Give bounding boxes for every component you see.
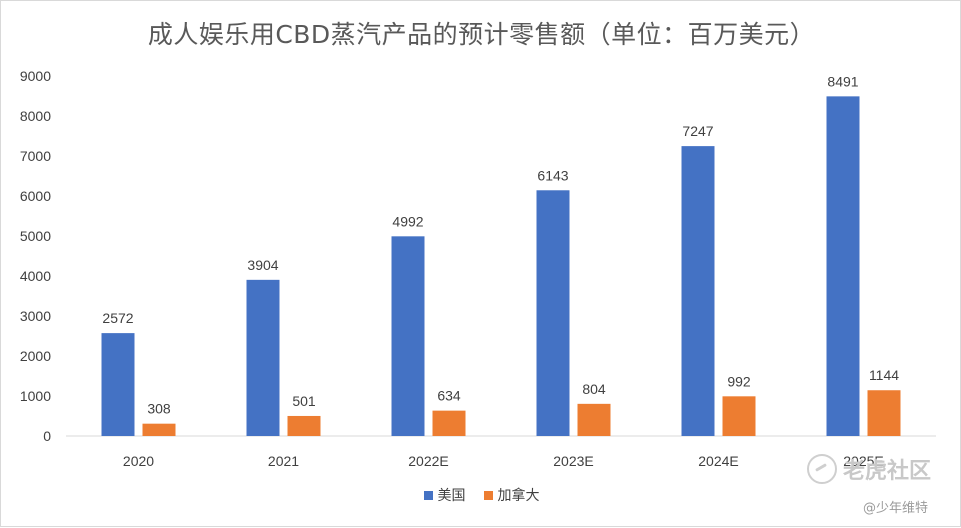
bar-us — [826, 96, 860, 437]
bar-canada — [432, 410, 466, 436]
data-label-us: 3904 — [247, 257, 278, 273]
legend-label-us: 美国 — [437, 488, 466, 504]
legend-label-canada: 加拿大 — [497, 488, 540, 504]
legend-swatch-canada — [483, 490, 493, 500]
data-label-canada: 1144 — [869, 367, 899, 383]
x-tick-label: 2022E — [408, 453, 448, 469]
bar-us — [681, 146, 715, 436]
y-tick-label: 7000 — [20, 148, 51, 164]
bar-canada — [867, 390, 901, 436]
y-tick-label: 8000 — [20, 108, 51, 124]
legend-item-us: 美国 — [423, 485, 466, 505]
bar-canada — [722, 396, 756, 436]
bar-canada — [287, 415, 321, 436]
x-tick-label: 2024E — [698, 453, 738, 469]
y-tick-label: 5000 — [20, 228, 51, 244]
data-label-canada: 804 — [582, 381, 606, 397]
x-tick-label: 2021 — [268, 453, 299, 469]
data-label-us: 6143 — [537, 167, 568, 183]
data-label-canada: 308 — [147, 401, 171, 417]
legend: 美国 加拿大 — [1, 485, 961, 505]
y-tick-label: 4000 — [20, 268, 51, 284]
data-label-canada: 501 — [292, 393, 316, 409]
bar-us — [391, 236, 425, 436]
data-label-us: 8491 — [827, 73, 858, 89]
watermark: 老虎社区 — [807, 453, 931, 485]
data-label-canada: 992 — [727, 373, 751, 389]
watermark-handle: @少年维特 — [863, 501, 929, 516]
data-label-us: 2572 — [102, 310, 133, 326]
y-tick-label: 3000 — [20, 308, 51, 324]
bar-us — [246, 279, 280, 436]
chart-title: 成人娱乐用CBD蒸汽产品的预计零售额（单位：百万美元） — [147, 20, 816, 49]
y-tick-label: 2000 — [20, 348, 51, 364]
data-label-us: 4992 — [392, 213, 423, 229]
x-tick-label: 2023E — [553, 453, 593, 469]
y-tick-label: 1000 — [20, 388, 51, 404]
bar-us — [101, 333, 135, 436]
watermark-brand: 老虎社区 — [843, 459, 932, 484]
tiger-logo-icon — [807, 454, 837, 484]
y-tick-label: 6000 — [20, 188, 51, 204]
bar-canada — [577, 403, 611, 436]
y-tick-label: 9000 — [20, 68, 51, 84]
bar-canada — [142, 423, 176, 436]
x-tick-label: 2025E — [843, 453, 883, 469]
data-label-canada: 634 — [437, 388, 461, 404]
legend-swatch-us — [423, 490, 433, 500]
x-tick-label: 2020 — [123, 453, 154, 469]
data-label-us: 7247 — [682, 123, 713, 139]
legend-item-canada: 加拿大 — [483, 485, 540, 505]
bar-us — [536, 190, 570, 436]
y-tick-label: 0 — [43, 428, 51, 444]
